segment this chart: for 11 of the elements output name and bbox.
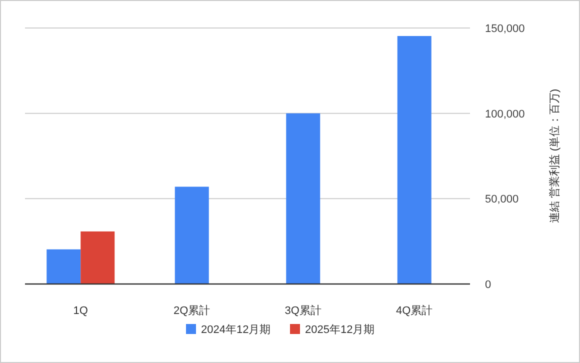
- y-tick-label: 100,000: [485, 108, 525, 120]
- legend-label: 2024年12月期: [201, 324, 271, 336]
- y-tick-label: 50,000: [485, 194, 519, 206]
- y-tick-label: 150,000: [485, 23, 525, 35]
- y-tick-label: 0: [485, 279, 492, 291]
- legend-label: 2025年12月期: [305, 324, 375, 336]
- x-tick-label: 3Q累計: [284, 304, 322, 317]
- x-tick-label: 2Q累計: [174, 304, 210, 317]
- x-tick-label: 4Q累計: [396, 304, 433, 317]
- y-axis-title: 連結 営業利益 (単位：百万): [548, 88, 561, 224]
- x-tick-label: 1Q: [73, 305, 88, 317]
